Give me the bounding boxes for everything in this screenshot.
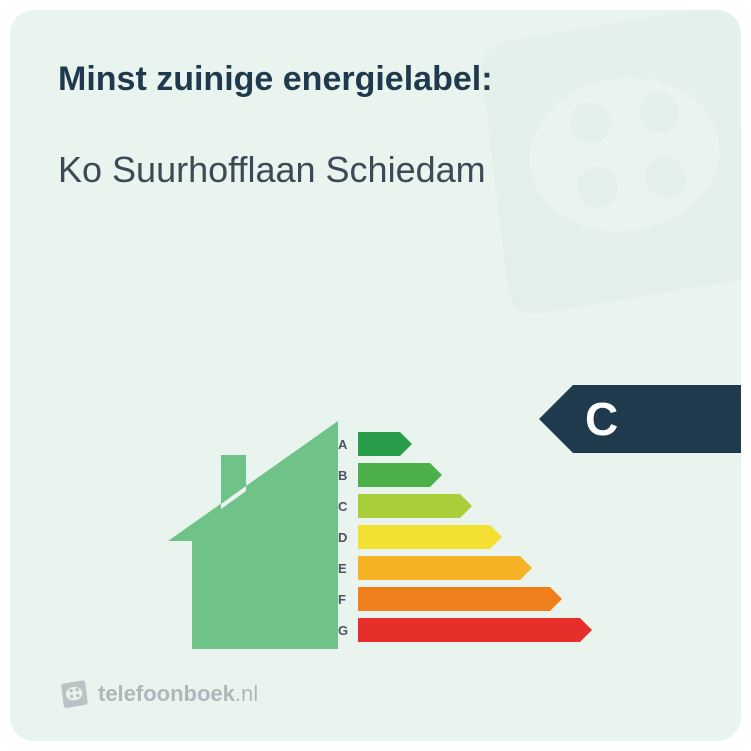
energy-bar-row: E xyxy=(338,556,580,580)
info-card: Minst zuinige energielabel: Ko Suurhoffl… xyxy=(10,10,741,741)
energy-bar-row: B xyxy=(338,463,580,487)
energy-bar-shape xyxy=(358,463,430,487)
energy-bar-row: G xyxy=(338,618,580,642)
energy-bar-label: E xyxy=(338,561,358,576)
energy-bar-shape xyxy=(358,494,460,518)
energy-bar-shape xyxy=(358,525,490,549)
footer-brand: telefoonboek.nl xyxy=(58,679,258,709)
energy-bar-label: F xyxy=(338,592,358,607)
footer-brand-light: .nl xyxy=(235,681,258,706)
card-title: Minst zuinige energielabel: xyxy=(58,60,693,99)
rating-callout: C xyxy=(539,385,741,453)
phonebook-icon xyxy=(58,679,88,709)
energy-bar-row: D xyxy=(338,525,580,549)
callout-arrow-icon xyxy=(539,385,573,453)
energy-bar-shape xyxy=(358,556,520,580)
energy-bar-row: C xyxy=(338,494,580,518)
house-icon xyxy=(168,421,338,651)
energy-bar-label: D xyxy=(338,530,358,545)
energy-bar-label: B xyxy=(338,468,358,483)
energy-bar-label: G xyxy=(338,623,358,638)
energy-bar-shape xyxy=(358,432,400,456)
card-subtitle: Ko Suurhofflaan Schiedam xyxy=(58,149,693,191)
energy-bar-label: A xyxy=(338,437,358,452)
callout-body: C xyxy=(573,385,741,453)
energy-bars: A B C D E F G xyxy=(338,432,580,642)
energy-bar-shape xyxy=(358,618,580,642)
callout-letter: C xyxy=(585,392,618,446)
energy-bar-shape xyxy=(358,587,550,611)
energy-bar-label: C xyxy=(338,499,358,514)
footer-brand-bold: telefoonboek xyxy=(98,681,235,706)
energy-bar-row: F xyxy=(338,587,580,611)
footer-text: telefoonboek.nl xyxy=(98,681,258,707)
energy-label-chart: A B C D E F G C xyxy=(10,361,741,651)
